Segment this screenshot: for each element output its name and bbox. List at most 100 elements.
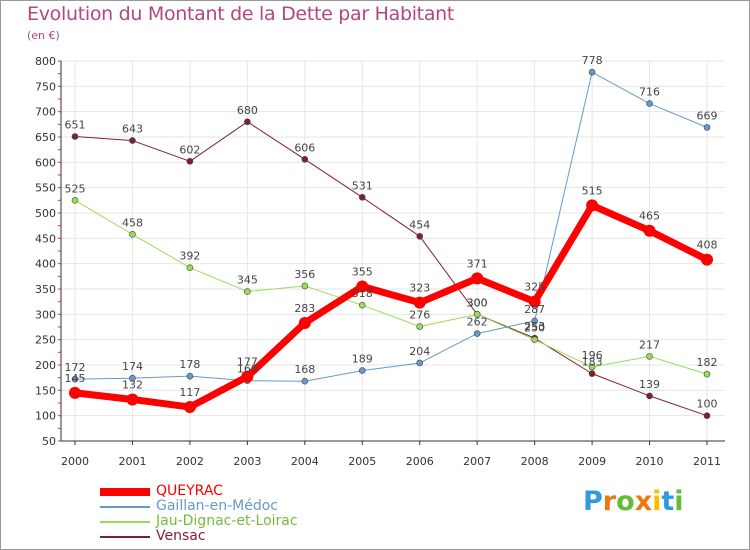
x-tick-label-8: 2008 (521, 455, 549, 468)
data-point-1-10 (646, 100, 653, 107)
data-point-0-3 (241, 370, 254, 383)
x-tick-label-4: 2004 (291, 455, 319, 468)
data-label-0-11: 408 (697, 239, 718, 252)
data-point-3-0 (71, 133, 79, 140)
data-point-2-6 (416, 323, 424, 330)
legend-swatch-2 (100, 521, 150, 523)
data-point-0-11 (701, 253, 713, 266)
y-tick-label-4: 250 (35, 334, 56, 347)
y-tick-label-13: 700 (35, 106, 56, 119)
data-label-3-2: 602 (179, 143, 200, 156)
y-tick-label-12: 650 (35, 131, 56, 144)
x-tick-label-11: 2011 (693, 455, 721, 468)
data-point-1-2 (186, 372, 194, 380)
legend-item-0: QUEYRAC (100, 483, 360, 500)
data-point-2-2 (186, 264, 194, 272)
data-label-1-2: 178 (179, 358, 200, 371)
y-tick-label-11: 600 (35, 156, 56, 169)
data-point-2-3 (244, 288, 251, 295)
y-tick-label-3: 200 (35, 359, 56, 372)
legend-item-2: Jau-Dignac-et-Loirac (100, 513, 360, 530)
logo-letter-0: P (583, 486, 603, 517)
data-point-0-5 (356, 280, 369, 293)
data-label-0-10: 465 (639, 210, 660, 223)
data-point-0-6 (413, 296, 426, 309)
logo-letter-5: t (661, 486, 675, 517)
data-point-3-11 (703, 412, 711, 419)
series-line-0 (71, 201, 711, 411)
data-point-3-3 (244, 118, 251, 126)
data-label-2-1: 458 (122, 216, 143, 229)
data-point-2-8 (531, 336, 538, 343)
legend-item-1: Gaillan-en-Médoc (100, 499, 360, 515)
data-label-2-8: 250 (524, 322, 545, 335)
x-tick-label-3: 2003 (233, 455, 261, 468)
data-label-2-2: 392 (179, 250, 200, 263)
data-label-1-11: 669 (697, 109, 718, 122)
data-label-2-11: 182 (697, 356, 718, 369)
data-point-0-8 (528, 295, 541, 308)
x-tick-label-1: 2001 (118, 455, 146, 468)
legend-label-2: Jau-Dignac-et-Loirac (156, 513, 298, 529)
data-label-2-7: 300 (467, 296, 488, 309)
logo-letter-1: r (602, 486, 617, 517)
x-tick-label-9: 2009 (578, 455, 606, 468)
data-label-0-1: 132 (122, 378, 143, 391)
data-point-0-10 (643, 224, 656, 237)
legend-swatch-0 (100, 488, 150, 496)
data-point-1-0 (71, 375, 79, 383)
data-label-2-4: 356 (294, 268, 315, 281)
legend-label-0: QUEYRAC (156, 483, 223, 499)
data-point-1-11 (703, 124, 711, 131)
y-tick-label-9: 500 (35, 207, 56, 220)
data-label-3-10: 139 (639, 378, 660, 391)
legend-item-3: Vensac (100, 529, 360, 545)
y-tick-label-6: 350 (35, 283, 56, 296)
proxiti-logo: Proxiti (583, 486, 684, 517)
data-label-1-6: 204 (409, 345, 430, 358)
data-point-3-10 (646, 392, 653, 400)
data-label-3-6: 454 (409, 218, 430, 231)
y-tick-label-8: 450 (35, 232, 56, 245)
legend-swatch-3 (100, 536, 150, 538)
series-line-2 (74, 199, 708, 375)
data-label-2-9: 196 (582, 349, 603, 362)
data-point-3-9 (588, 370, 596, 377)
data-point-2-0 (71, 197, 79, 204)
data-label-0-4: 283 (294, 302, 315, 315)
y-tick-label-14: 750 (35, 80, 56, 93)
data-point-1-6 (416, 359, 424, 367)
data-point-3-6 (416, 233, 424, 240)
data-point-2-1 (129, 230, 136, 238)
data-point-3-2 (186, 158, 194, 165)
y-tick-label-2: 150 (35, 384, 56, 397)
logo-letter-6: i (674, 486, 684, 517)
x-tick-label-0: 2000 (61, 455, 89, 468)
data-point-1-7 (473, 330, 481, 337)
data-point-1-5 (358, 367, 366, 374)
data-point-0-1 (126, 393, 139, 406)
x-tick-label-7: 2007 (463, 455, 491, 468)
y-tick-label-0: 50 (42, 435, 56, 448)
logo-letter-3: x (634, 486, 653, 517)
data-point-0-4 (298, 316, 311, 329)
series-group (69, 68, 713, 419)
data-point-3-5 (358, 193, 366, 201)
y-tick-label-1: 100 (35, 410, 56, 423)
data-label-1-4: 168 (294, 363, 315, 376)
data-point-1-4 (301, 377, 309, 385)
legend-swatch-1 (100, 506, 150, 508)
chart-subtitle: (en €) (27, 29, 60, 42)
data-label-2-6: 276 (409, 308, 430, 321)
data-label-3-9: 183 (582, 356, 603, 369)
data-label-3-8: 253 (524, 320, 545, 333)
data-label-0-5: 355 (352, 265, 373, 278)
series-line-1 (74, 71, 708, 382)
data-point-2-7 (473, 311, 481, 318)
data-label-3-4: 606 (294, 141, 315, 154)
data-label-1-8: 287 (524, 303, 545, 316)
logo-letter-2: o (616, 486, 635, 517)
y-axis-ticks: 50 100 150 200 250 300 350 400 450 500 550 600 650 70… (35, 55, 56, 448)
